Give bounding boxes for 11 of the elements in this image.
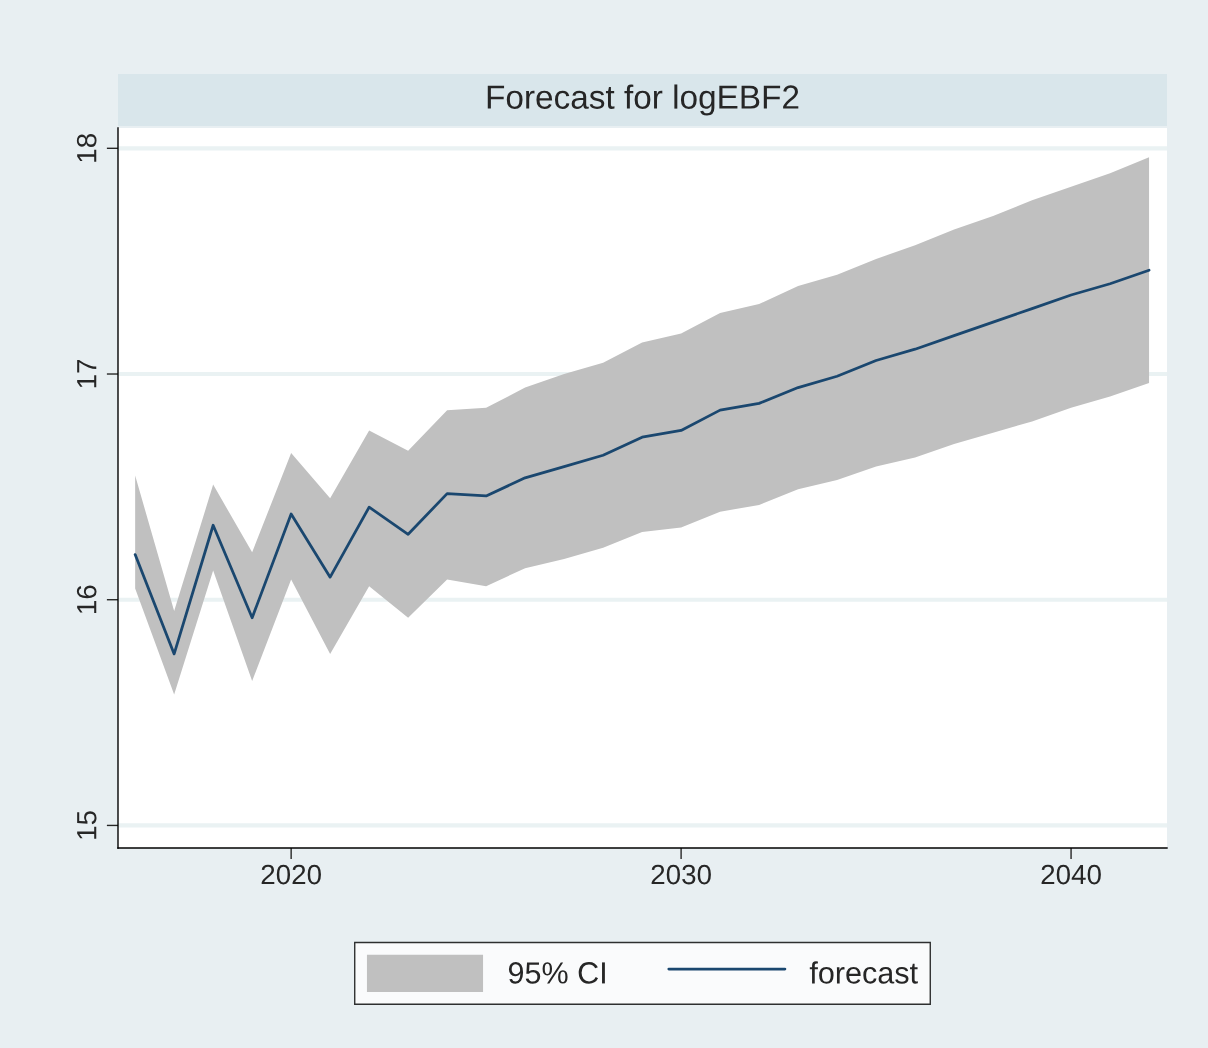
- y-tick-label: 17: [77, 359, 97, 388]
- text: 95% CI: [508, 962, 605, 984]
- y-tick-label: 16: [76, 585, 97, 614]
- chart-title: Forecast for logEBF2: [487, 84, 799, 116]
- line-series: [133, 268, 1151, 656]
- legend-label: forecast: [809, 961, 918, 984]
- y-tick-label: 18: [76, 134, 97, 162]
- x-tick-label: 2040: [1041, 864, 1101, 885]
- x-tick-label: 2020: [261, 864, 321, 885]
- x-tick-label: 2030: [651, 864, 711, 885]
- y-tick-label: 15: [77, 811, 97, 839]
